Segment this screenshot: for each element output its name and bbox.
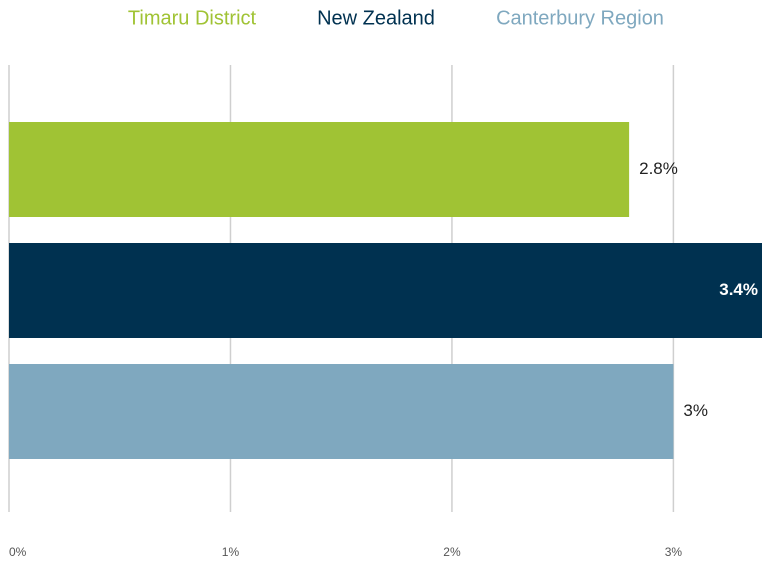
- data-label: 3%: [683, 401, 708, 420]
- legend-entry: New Zealand: [317, 7, 435, 29]
- x-tick-label: 2%: [443, 545, 461, 559]
- bar: [9, 364, 674, 459]
- x-tick-label: 3%: [665, 545, 683, 559]
- legend-entry: Timaru District: [128, 7, 257, 29]
- x-tick-label: 0%: [9, 545, 27, 559]
- legend-entry: Canterbury Region: [496, 7, 664, 29]
- data-label: 2.8%: [639, 159, 678, 178]
- bar: [9, 122, 630, 217]
- data-label: 3.4%: [719, 280, 758, 299]
- bar: [9, 243, 762, 338]
- x-tick-label: 1%: [222, 545, 240, 559]
